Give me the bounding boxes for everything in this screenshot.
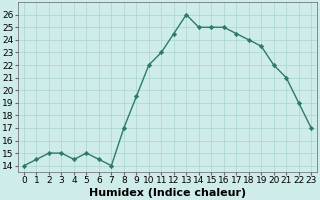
- X-axis label: Humidex (Indice chaleur): Humidex (Indice chaleur): [89, 188, 246, 198]
